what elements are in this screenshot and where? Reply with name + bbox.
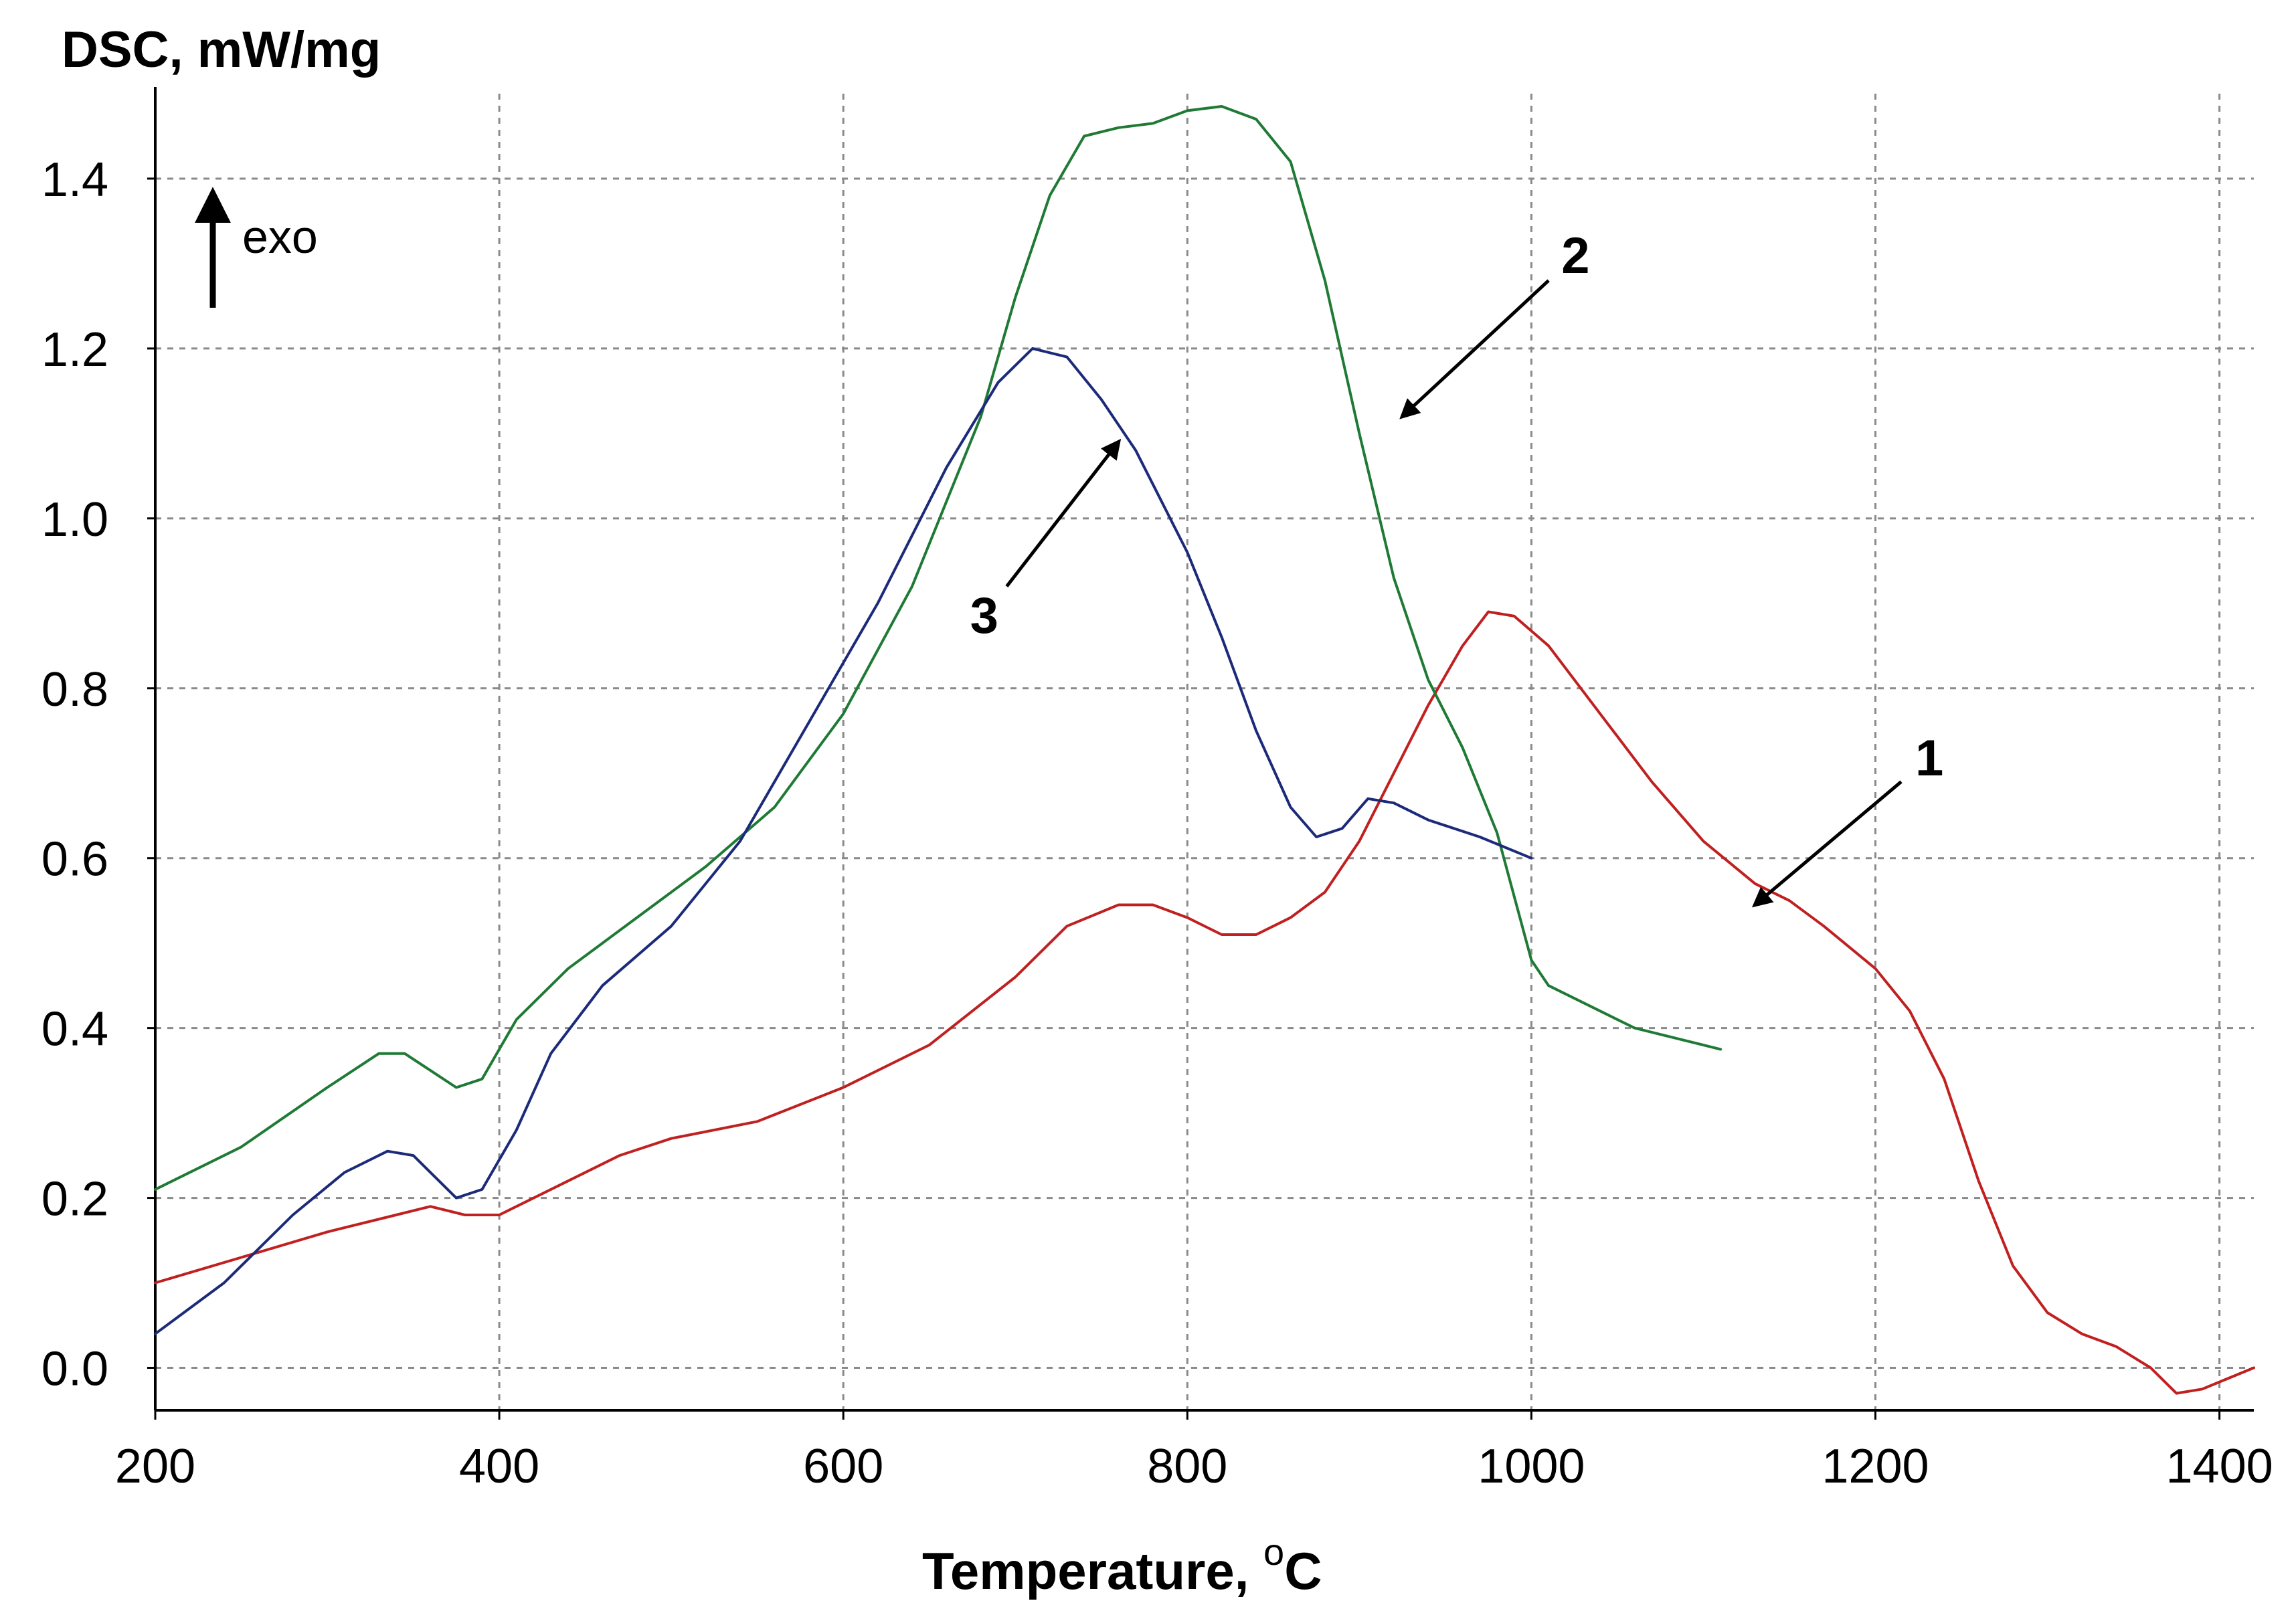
callout-arrow-3 [1005,438,1122,587]
x-tick-label: 400 [459,1440,539,1493]
y-tick-label: 0.2 [41,1173,108,1226]
callout-label-2: 2 [1561,227,1589,284]
y-tick-label: 1.2 [41,323,108,377]
series-3-line [154,347,1533,1335]
y-tick-label: 0.8 [41,663,108,717]
exo-indicator: exo [195,187,318,308]
x-tick-label: 600 [803,1440,883,1493]
x-tick-label: 1200 [1822,1440,1929,1493]
series-2-line [154,105,1723,1191]
callout-label-1: 1 [1915,730,1943,787]
callout-arrow-2 [1399,279,1550,419]
exo-label: exo [242,211,318,263]
y-tick-label: 1.4 [41,153,108,207]
callout-label-3: 3 [970,587,998,644]
callouts: 1 2 3 [970,227,1943,908]
y-tick-label: 0.6 [41,833,108,886]
x-axis-title: Temperature, oC [922,1531,1322,1600]
x-tick-label: 800 [1147,1440,1227,1493]
x-tick-label: 1400 [2166,1440,2273,1493]
y-tick-label: 0.4 [41,1003,108,1056]
x-axis-title-main: Temperature, [922,1541,1263,1600]
x-tick-label: 200 [115,1440,195,1493]
grid [154,94,2254,1410]
x-tick-label: 1000 [1478,1440,1585,1493]
series-lines [154,105,2255,1395]
y-tick-label: 0.0 [41,1343,108,1396]
x-axis-title-unit: C [1284,1541,1322,1600]
y-axis-title: DSC, mW/mg [62,21,381,78]
callout-arrow-1 [1751,780,1903,908]
series-1-line [154,610,2255,1395]
tick-labels: 200 400 600 800 1000 1200 1400 0.0 0.2 0.4 0.6 0.8 1… [41,153,2273,1493]
y-tick-label: 1.0 [41,493,108,547]
x-axis-title-sup: o [1263,1531,1284,1573]
